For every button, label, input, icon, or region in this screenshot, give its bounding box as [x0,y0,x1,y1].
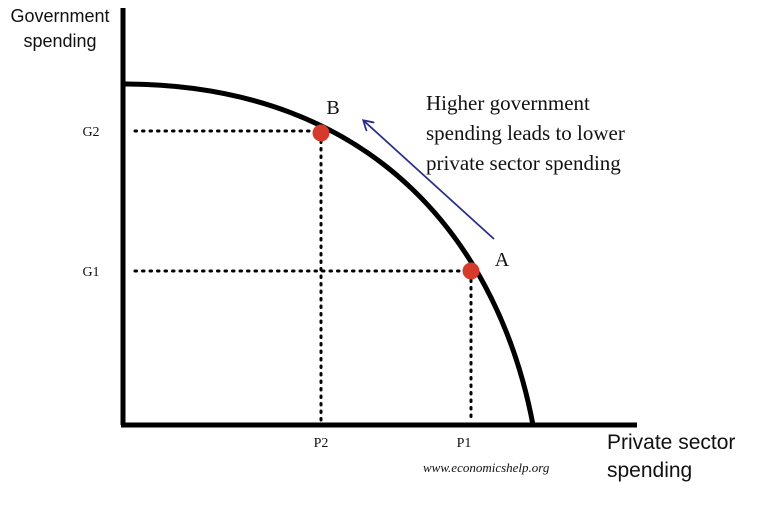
y-axis-label-line2: spending [23,31,96,51]
point-a-label: A [495,249,510,271]
g2-tick-label: G2 [82,125,99,140]
p2-tick-label: P2 [314,436,329,451]
direction-arrow [364,121,495,240]
annotation-line3: private sector spending [426,151,621,175]
annotation-line2: spending leads to lower [426,121,625,145]
source-watermark: www.economicshelp.org [423,460,550,475]
g1-tick-label: G1 [82,265,99,280]
y-axis-label-line1: Government [10,6,109,26]
point-b-label: B [326,97,339,119]
point-a-marker [462,262,480,280]
p1-tick-label: P1 [457,436,472,451]
point-b-marker [312,124,330,142]
x-axis-label-line2: spending [607,459,692,482]
x-axis-label-line1: Private sector [607,431,735,454]
annotation-line1: Higher government [426,91,590,115]
ppf-curve [122,81,536,426]
